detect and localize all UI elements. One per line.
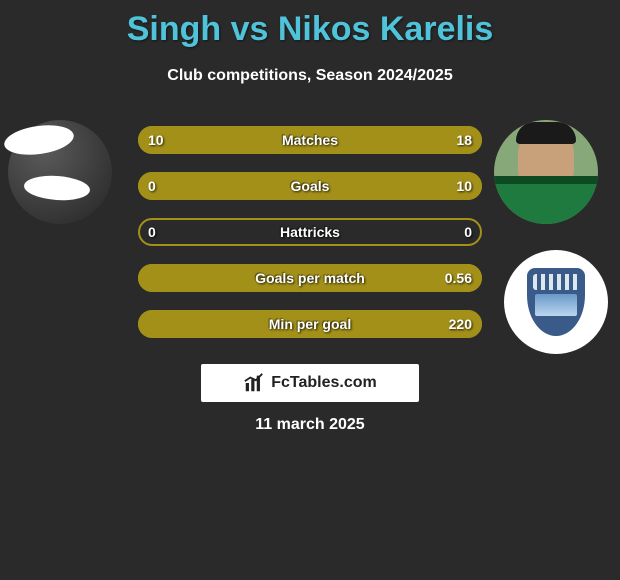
bar-value-left: 0 [148, 172, 156, 200]
page-title: Singh vs Nikos Karelis [0, 0, 620, 49]
bar-row: Hattricks0 0 [138, 218, 482, 246]
bar-label: Hattricks [138, 218, 482, 246]
bar-value-right: 10 [456, 172, 472, 200]
watermark-text: FcTables.com [271, 374, 377, 392]
bar-row: Goals per match0.56 [138, 264, 482, 292]
bar-row: Min per goal220 [138, 310, 482, 338]
player-avatar-left [8, 120, 112, 224]
bar-label: Goals per match [138, 264, 482, 292]
bar-row: Matches10 18 [138, 126, 482, 154]
bar-label: Goals [138, 172, 482, 200]
watermark: FcTables.com [201, 364, 419, 402]
bar-row: Goals0 10 [138, 172, 482, 200]
subtitle: Club competitions, Season 2024/2025 [0, 67, 620, 85]
bar-value-right: 220 [449, 310, 472, 338]
club-badge-right [504, 250, 608, 354]
player-avatar-right [494, 120, 598, 224]
bar-label: Matches [138, 126, 482, 154]
bar-value-right: 0 [464, 218, 472, 246]
bars-container: Matches1018Goals010Hattricks00Goals per … [138, 126, 482, 356]
bar-value-left: 10 [148, 126, 164, 154]
bar-value-left: 0 [148, 218, 156, 246]
chart-icon [243, 372, 265, 394]
bar-value-right: 0.56 [445, 264, 472, 292]
bar-value-right: 18 [456, 126, 472, 154]
date-label: 11 march 2025 [0, 416, 620, 434]
bar-label: Min per goal [138, 310, 482, 338]
